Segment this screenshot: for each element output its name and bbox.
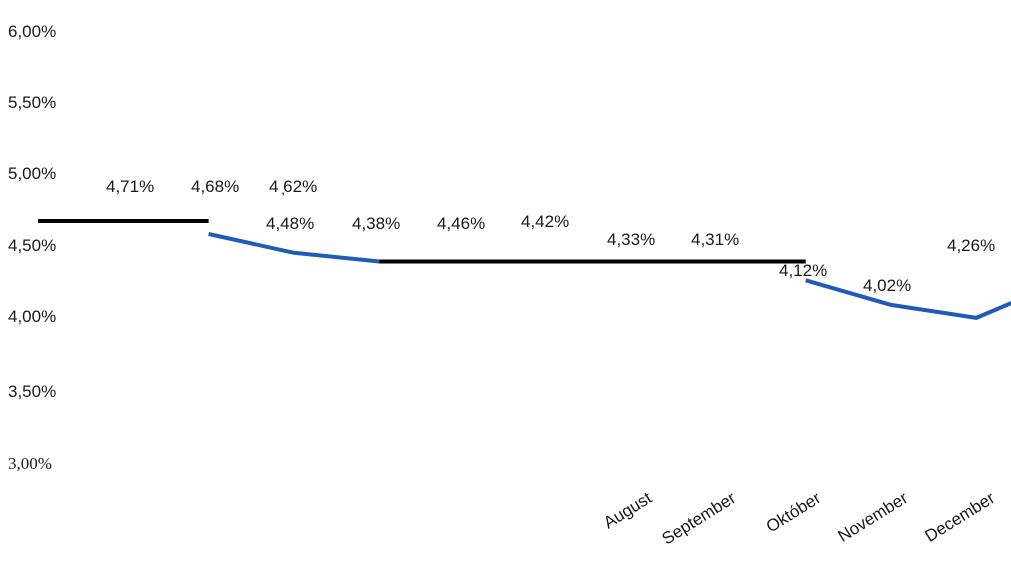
data-label: 4,46% [437, 214, 485, 233]
data-label: 4,48% [266, 214, 314, 233]
y-tick-label: 6,00% [8, 22, 56, 41]
y-tick-label: 4,00% [8, 307, 56, 326]
x-tick-label: December [922, 488, 999, 546]
data-label: 4 ̦62% [269, 177, 317, 196]
x-tick-label: August [600, 488, 655, 532]
y-axis: 6,00% 5,50% 5,00% 4,50% 4,00% 3,50% 3,00… [8, 22, 56, 473]
x-tick-label: November [835, 488, 912, 546]
x-axis: August September Október November Decemb… [600, 488, 998, 548]
data-label: 4,26% [947, 236, 995, 255]
y-tick-label: 5,50% [8, 93, 56, 112]
x-tick-label: Október [763, 488, 825, 536]
y-tick-label: 3,00% [8, 454, 52, 473]
x-tick-label: September [659, 488, 740, 548]
data-label: 4,12% [779, 261, 827, 280]
y-tick-label: 4,50% [8, 236, 56, 255]
data-label: 4,38% [352, 214, 400, 233]
y-tick-label: 3,50% [8, 382, 56, 401]
data-label: 4,33% [607, 230, 655, 249]
data-label: 4,02% [863, 276, 911, 295]
data-labels: 4,71% 4,68% 4 ̦62% 4,48% 4,38% 4,46% 4,4… [106, 177, 995, 295]
data-label: 4,42% [521, 212, 569, 231]
line-series [38, 219, 1011, 320]
y-tick-label: 5,00% [8, 164, 56, 183]
data-label: 4,31% [691, 230, 739, 249]
line-segment [805, 278, 1011, 320]
data-label: 4,68% [191, 177, 239, 196]
line-segment [208, 232, 380, 264]
data-label: 4,71% [106, 177, 154, 196]
